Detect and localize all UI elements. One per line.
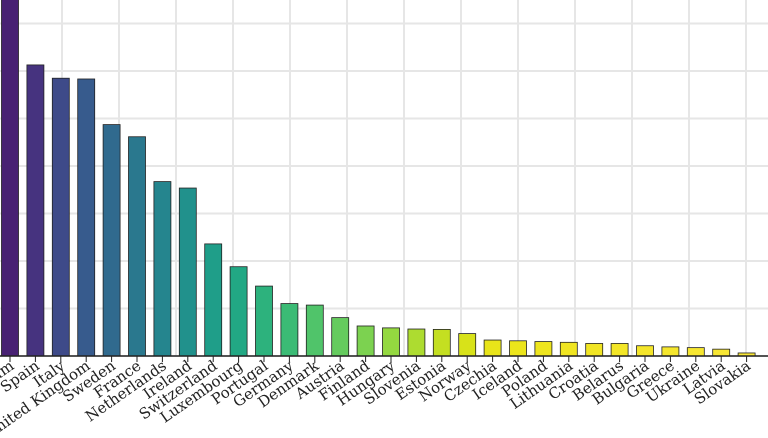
grid-lines [0, 0, 768, 357]
bar-spain [26, 64, 45, 357]
bar-austria [331, 317, 350, 357]
bar-luxembourg [229, 266, 248, 357]
bar-germany [280, 303, 299, 357]
bar-ukraine [686, 347, 705, 357]
bar-estonia [432, 328, 451, 357]
bars [1, 0, 756, 357]
bar-ireland [178, 187, 197, 357]
bar-france [128, 136, 146, 357]
bar-slovenia [407, 328, 426, 357]
bar-portugal [255, 285, 273, 357]
bar-latvia [712, 348, 731, 357]
bar-finland [356, 325, 375, 357]
bar-bulgaria [636, 345, 654, 357]
bar-croatia [585, 343, 604, 357]
bar-denmark [305, 304, 324, 357]
bar-lithuania [559, 341, 578, 357]
bar-united-kingdom [77, 78, 96, 357]
bar-sweden [102, 124, 121, 357]
bar-norway [458, 333, 477, 357]
bar-hungary [382, 327, 400, 357]
bar-switzerland [204, 243, 223, 357]
bar-belarus [610, 343, 629, 357]
bar-czechia [483, 339, 502, 357]
bar-iceland [509, 340, 527, 357]
bar-netherlands [153, 181, 172, 357]
bar-poland [534, 341, 553, 357]
bar-italy [51, 77, 70, 357]
bar-greece [661, 346, 680, 357]
x-axis-ticks [9, 356, 748, 362]
bar-belgium [1, 0, 19, 357]
